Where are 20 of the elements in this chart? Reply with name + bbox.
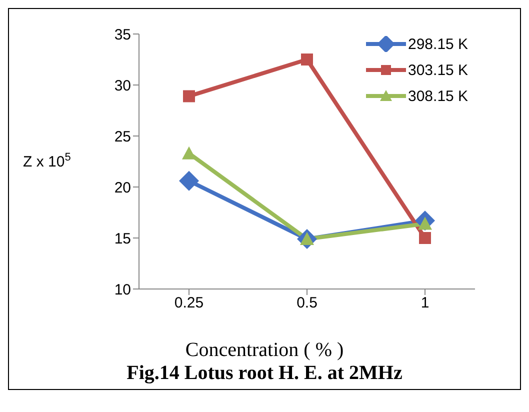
point — [179, 170, 199, 191]
x-tick-label: 0.25 — [174, 294, 204, 312]
y-tick-label: 20 — [114, 179, 131, 196]
point — [301, 54, 313, 66]
legend-label: 298.15 K — [408, 36, 468, 52]
y-tick-label: 25 — [114, 128, 131, 146]
y-tick-label: 30 — [114, 77, 131, 94]
y-axis-title: Z x 10$^{5}$ — [23, 152, 71, 170]
x-tick-label: 1 — [420, 294, 430, 312]
legend-label: 303.15 K — [408, 62, 468, 78]
x-tick-label: 0.5 — [296, 294, 318, 312]
x-axis-title: Concentration ( % ) — [184, 339, 345, 362]
y-tick-label: 15 — [114, 230, 131, 248]
point — [419, 232, 431, 244]
point — [182, 146, 196, 160]
y-tick-label: 10 — [114, 281, 131, 298]
y-tick-label: 35 — [114, 26, 131, 44]
legend-label: 308.15 K — [408, 88, 468, 104]
point — [183, 90, 195, 102]
text: Fig.14 Lotus root H. E. at 2MHz — [126, 362, 404, 385]
